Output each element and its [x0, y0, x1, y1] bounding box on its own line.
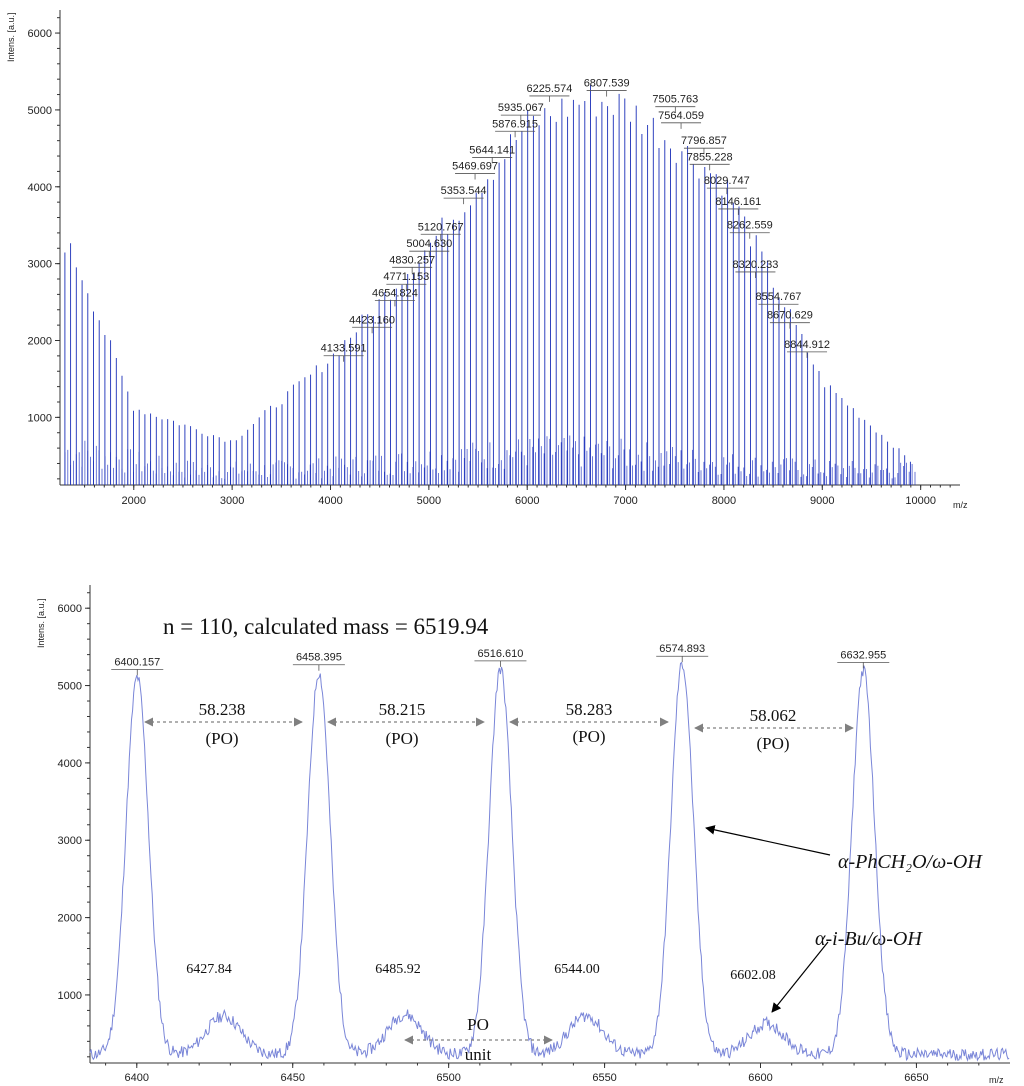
spacing-unit-3: (PO) [572, 727, 605, 746]
minor-peak-label-1: 6427.84 [186, 962, 232, 977]
po-unit-label-line2: unit [465, 1045, 492, 1064]
top-y-tick-label: 3000 [28, 259, 52, 271]
top-x-tick-label: 10000 [905, 495, 936, 507]
zoom-spectrum-panel: Intens. [a.u.] m/z 1000 2000 3000 4000 5000 6… [36, 585, 1010, 1085]
bottom-peak-label: 6516.610 [477, 648, 523, 660]
top-x-axis-label: m/z [953, 500, 968, 510]
top-peak-label: 8320.233 [732, 259, 778, 271]
top-peak-label: 8146.161 [715, 196, 761, 208]
top-peak-label: 5120.767 [418, 221, 464, 233]
top-peak-label: 4133.591 [321, 343, 367, 355]
top-y-tick-label: 6000 [28, 28, 52, 40]
bottom-x-axis-label: m/z [989, 1075, 1004, 1085]
top-x-tick-label: 8000 [712, 495, 736, 507]
bottom-peak-label: 6400.157 [114, 656, 160, 668]
top-x-ticks: 2000 3000 4000 5000 6000 7000 8000 9000 10000 [84, 485, 951, 507]
top-main-peaks [64, 84, 911, 485]
bottom-y-ticks: 1000 2000 3000 4000 5000 6000 [58, 592, 90, 1058]
top-x-tick-label: 2000 [122, 495, 146, 507]
top-peak-label: 8554.767 [756, 291, 802, 303]
top-x-tick-label: 3000 [220, 495, 244, 507]
bottom-y-tick-label: 2000 [58, 913, 82, 925]
top-x-tick-label: 5000 [417, 495, 441, 507]
top-peak-label: 8844.912 [784, 339, 830, 351]
minor-peak-label-2: 6485.92 [375, 962, 421, 977]
top-peak-label: 8670.629 [767, 310, 813, 322]
top-peak-label: 6807.539 [584, 78, 630, 90]
top-y-tick-label: 1000 [28, 412, 52, 424]
top-peak-label: 4423.160 [349, 314, 395, 326]
top-main-series [64, 84, 911, 485]
top-x-tick-label: 7000 [613, 495, 637, 507]
spacing-unit-4: (PO) [756, 734, 789, 753]
minor-series-label: α-i-Bu/ω-OH [815, 928, 923, 950]
overview-spectrum-panel: Intens. [a.u.] m/z 1000 2000 3000 4000 5000 6… [6, 10, 968, 510]
top-peak-label: 5004.630 [406, 238, 452, 250]
top-y-tick-label: 2000 [28, 336, 52, 348]
spacing-value-4: 58.062 [750, 706, 797, 725]
top-peak-label: 8029.747 [704, 175, 750, 187]
bottom-x-tick-label: 6450 [280, 1072, 304, 1084]
minor-peak-label-3: 6544.00 [554, 962, 600, 977]
minor-series-arrow [771, 941, 829, 1013]
bottom-y-tick-label: 3000 [58, 835, 82, 847]
bottom-peak-label: 6574.893 [659, 643, 705, 655]
top-peak-label: 5876.915 [492, 118, 538, 130]
bottom-y-axis-label: Intens. [a.u.] [36, 598, 46, 648]
top-y-tick-label: 4000 [28, 182, 52, 194]
bottom-x-tick-label: 6400 [125, 1072, 149, 1084]
top-peak-label: 5353.544 [441, 185, 487, 197]
top-y-ticks: 1000 2000 3000 4000 5000 6000 [28, 17, 60, 480]
top-x-tick-label: 9000 [810, 495, 834, 507]
top-peak-label: 5935.067 [498, 102, 544, 114]
bottom-y-tick-label: 4000 [58, 758, 82, 770]
bottom-x-tick-label: 6600 [748, 1072, 772, 1084]
spacing-unit-1: (PO) [205, 729, 238, 748]
bottom-y-tick-label: 5000 [58, 681, 82, 693]
top-peak-label: 5469.697 [452, 161, 498, 173]
spacing-unit-2: (PO) [385, 729, 418, 748]
top-peak-label: 5644.141 [469, 144, 515, 156]
top-peak-label: 4830.257 [389, 254, 435, 266]
top-peak-labels: 4133.591 4423.160 4654.824 4771.153 4830.257… [321, 78, 830, 362]
bottom-y-tick-label: 1000 [58, 990, 82, 1002]
bottom-x-tick-label: 6550 [592, 1072, 616, 1084]
bottom-x-ticks: 6400 6450 6500 6550 6600 6650 [105, 1063, 980, 1084]
po-unit-label-line1: PO [467, 1015, 489, 1034]
top-peak-label: 7505.763 [652, 94, 698, 106]
spacing-value-1: 58.238 [199, 700, 246, 719]
top-baseline-peaks [64, 435, 916, 485]
bottom-peak-labels: 6400.157 6458.395 6516.610 6574.893 6632.955 [111, 643, 890, 676]
top-peak-label: 7564.059 [658, 110, 704, 122]
spacing-value-3: 58.283 [566, 700, 613, 719]
top-minor-series [64, 435, 916, 485]
bottom-y-tick-label: 6000 [58, 603, 82, 615]
calculated-mass-annotation: n = 110, calculated mass = 6519.94 [163, 614, 489, 639]
top-peak-label: 7855.228 [687, 151, 733, 163]
main-series-label: α-PhCH₂O/ω-OH [838, 851, 983, 873]
top-x-tick-label: 6000 [515, 495, 539, 507]
top-x-tick-label: 4000 [318, 495, 342, 507]
minor-peak-label-4: 6602.08 [730, 968, 776, 983]
bottom-peak-label: 6632.955 [840, 649, 886, 661]
top-peak-label: 7796.857 [681, 135, 727, 147]
bottom-peak-label: 6458.395 [296, 652, 342, 664]
top-y-tick-label: 5000 [28, 105, 52, 117]
bottom-x-tick-label: 6650 [904, 1072, 928, 1084]
top-peak-label: 6225.574 [526, 83, 572, 95]
top-peak-label: 4654.824 [372, 287, 418, 299]
bottom-spectrum-line [89, 661, 1010, 1062]
top-peak-label: 4771.153 [383, 271, 429, 283]
bottom-x-tick-label: 6500 [436, 1072, 460, 1084]
main-series-arrow [705, 825, 831, 856]
top-peak-label: 8262.559 [727, 220, 773, 232]
top-y-axis-label: Intens. [a.u.] [6, 12, 16, 62]
spacing-value-2: 58.215 [379, 700, 426, 719]
